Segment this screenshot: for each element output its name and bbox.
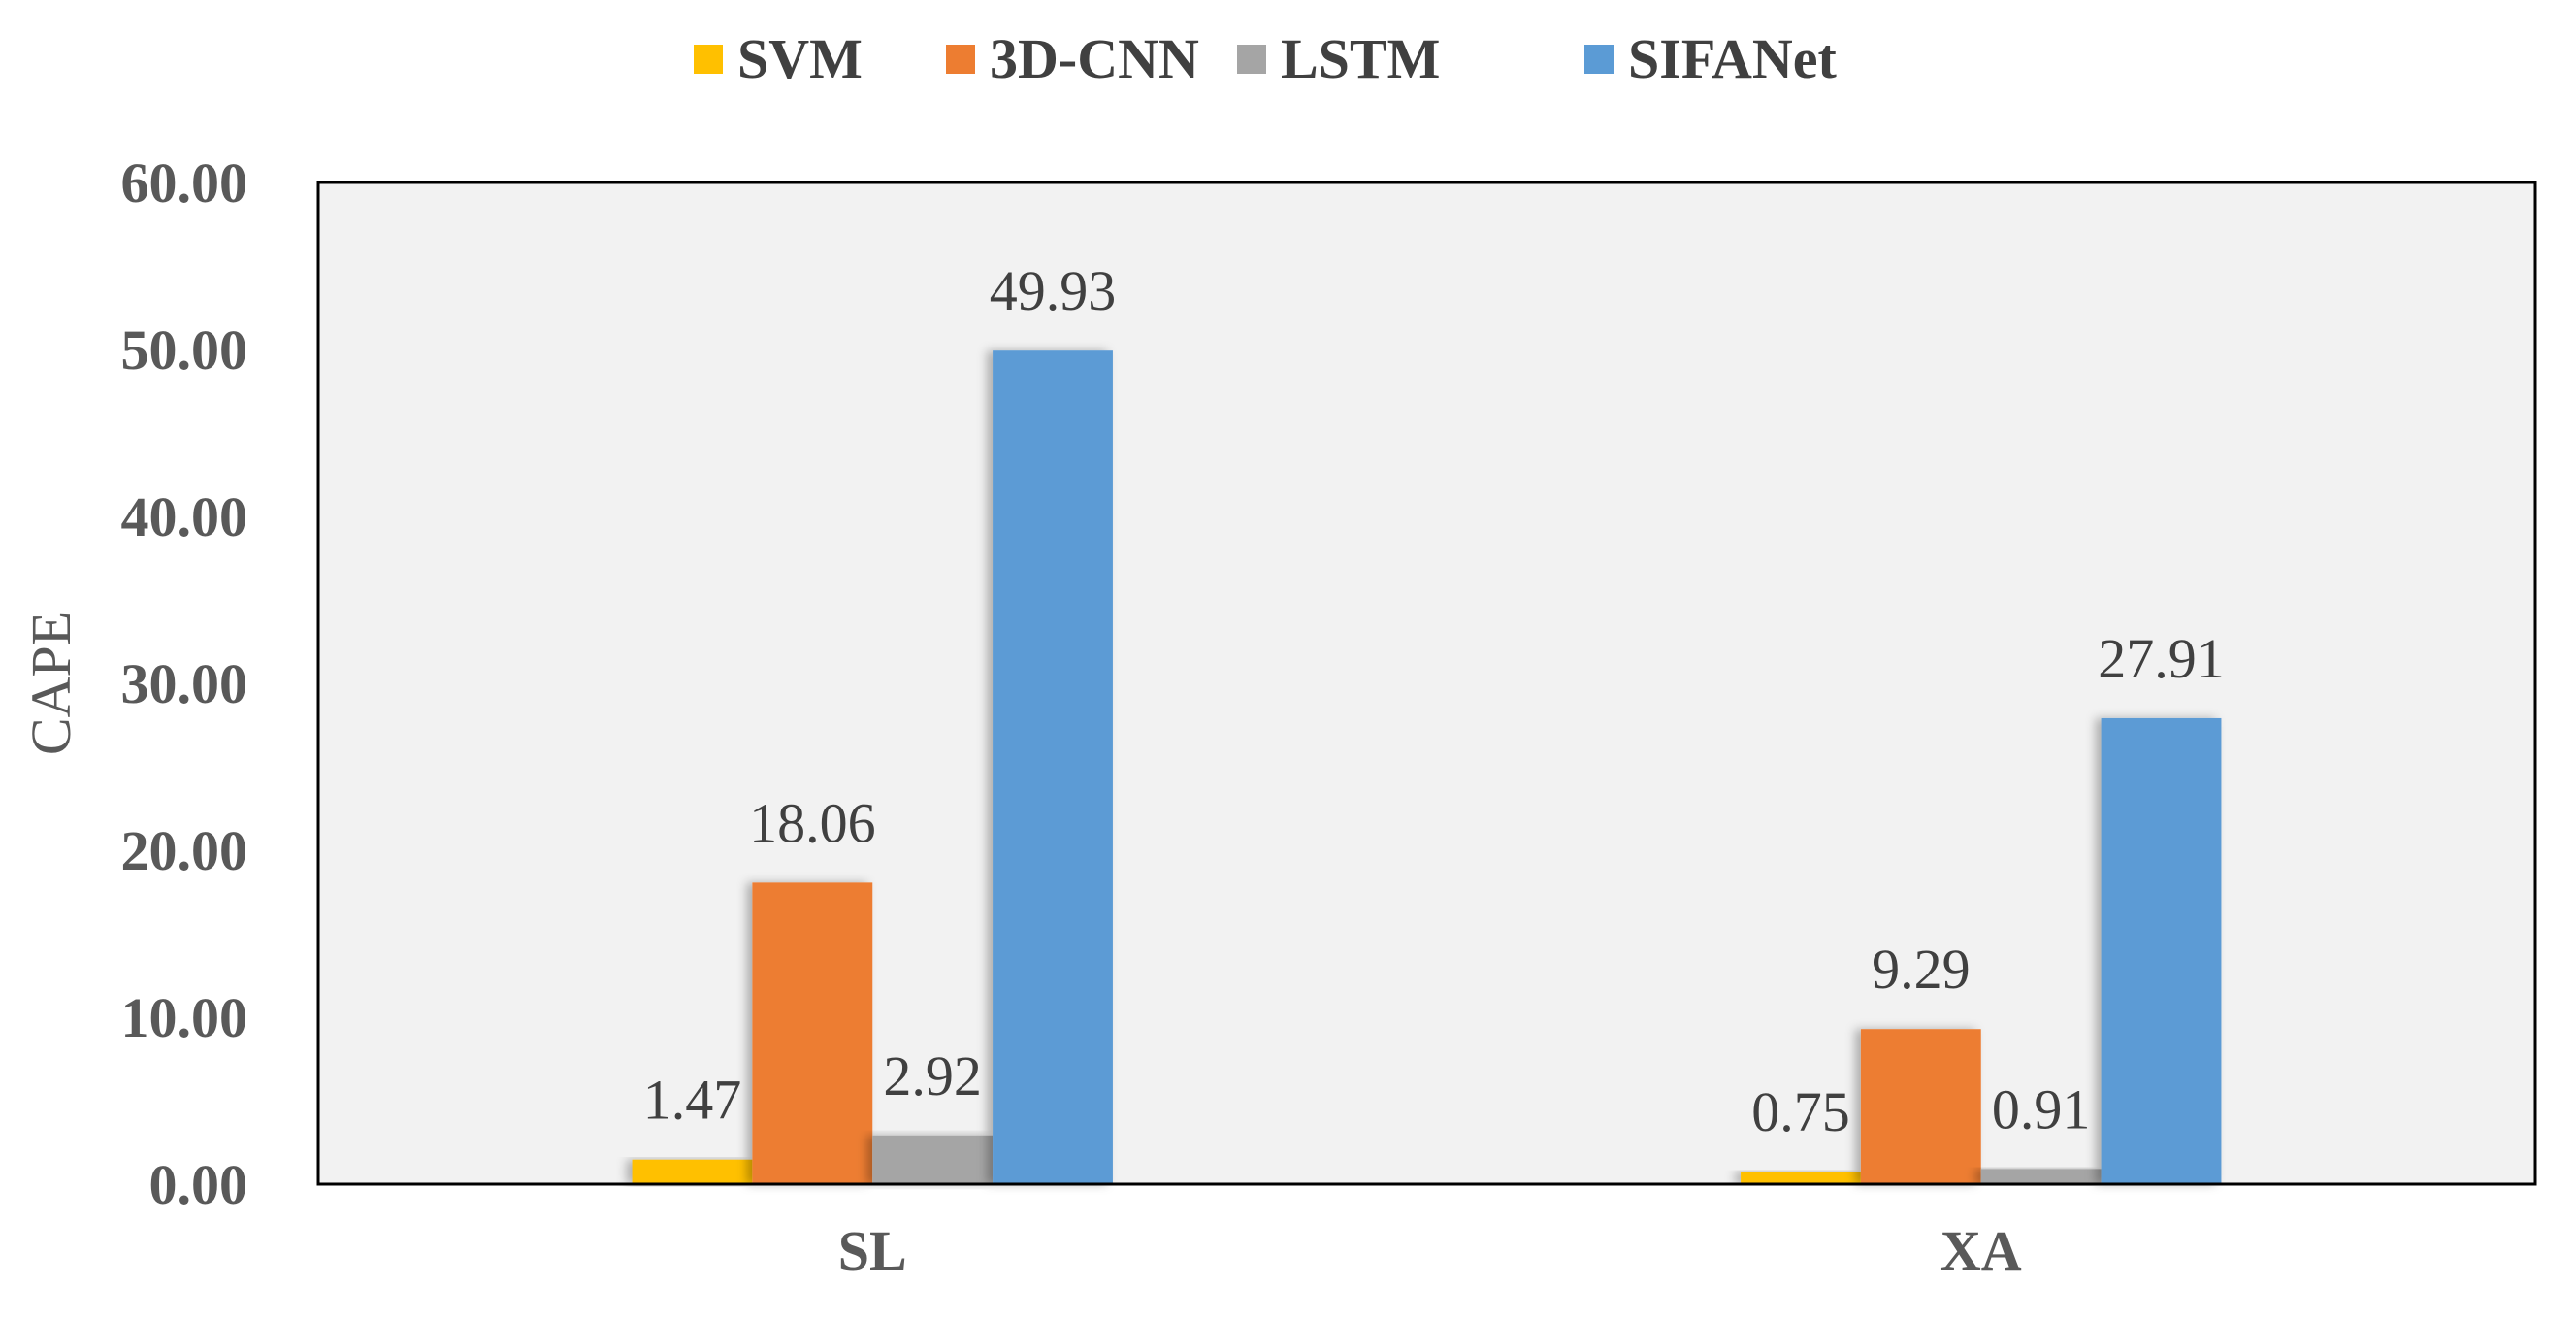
data-label: 2.92 xyxy=(883,1044,982,1107)
y-tick-label: 0.00 xyxy=(149,1153,248,1216)
data-label: 18.06 xyxy=(749,791,876,854)
bar-lstm-xa xyxy=(1980,1169,2102,1184)
y-axis-ticks: 0.00 10.00 20.00 30.00 40.00 50.00 60.00 xyxy=(121,151,248,1216)
x-category-label: XA xyxy=(1940,1219,2022,1282)
value-labels-group: 1.47 18.06 2.92 49.93 0.75 9.29 0.91 27.91 xyxy=(643,259,2225,1143)
legend-swatch xyxy=(1584,45,1614,74)
y-tick-label: 60.00 xyxy=(121,151,248,214)
data-label: 0.91 xyxy=(1992,1077,2091,1140)
y-tick-label: 20.00 xyxy=(121,819,248,882)
bar-svm-xa xyxy=(1741,1172,1861,1184)
x-axis-categories: SL XA xyxy=(838,1219,2022,1282)
legend-swatch xyxy=(694,45,723,74)
bar-3d-cnn-xa xyxy=(1860,1029,1981,1184)
legend-label: SIFANet xyxy=(1628,27,1837,90)
bar-3d-cnn-sl xyxy=(752,882,873,1184)
y-tick-label: 50.00 xyxy=(121,318,248,381)
bars-group xyxy=(632,350,2222,1185)
data-label: 27.91 xyxy=(2098,627,2225,690)
data-label: 9.29 xyxy=(1872,938,1971,1001)
data-label: 49.93 xyxy=(990,259,1117,322)
legend-swatch xyxy=(946,45,975,74)
y-tick-label: 30.00 xyxy=(121,652,248,715)
bar-svm-sl xyxy=(632,1159,753,1184)
data-label: 0.75 xyxy=(1751,1080,1850,1143)
legend-label: LSTM xyxy=(1281,27,1440,90)
data-label: 1.47 xyxy=(643,1069,742,1132)
legend-label: SVM xyxy=(737,27,863,90)
bar-sifanet-xa xyxy=(2101,717,2222,1184)
x-category-label: SL xyxy=(838,1219,907,1282)
y-tick-label: 10.00 xyxy=(121,986,248,1049)
bar-lstm-sl xyxy=(872,1135,994,1184)
legend: SVM 3D-CNN LSTM SIFANet xyxy=(694,27,1837,90)
legend-swatch xyxy=(1237,45,1266,74)
y-axis-title: CAPE xyxy=(19,611,82,755)
bar-sifanet-sl xyxy=(993,350,1113,1185)
legend-label: 3D-CNN xyxy=(990,27,1199,90)
y-tick-label: 40.00 xyxy=(121,485,248,548)
